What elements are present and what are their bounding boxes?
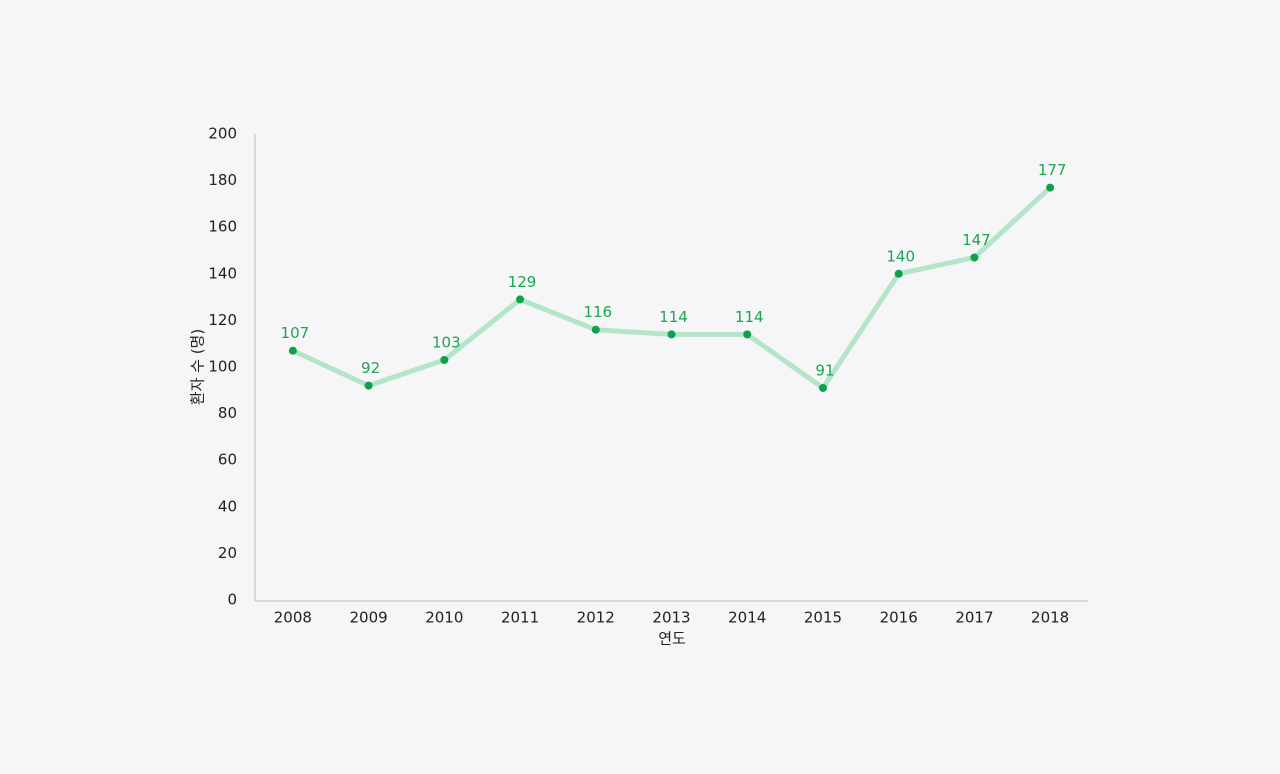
point [894,269,903,278]
data-label: 116 [583,303,612,321]
point [743,330,752,339]
y-tick-label: 40 [218,497,237,515]
x-tick-label: 2009 [349,609,387,627]
point [591,325,600,334]
x-tick-label: 2012 [577,609,615,627]
y-tick-label: 60 [218,451,237,469]
point [440,356,449,365]
y-tick-label: 200 [208,125,237,143]
x-tick-label: 2011 [501,609,539,627]
data-label: 129 [508,273,537,291]
x-tick-label: 2014 [728,609,766,627]
data-label: 147 [962,231,991,249]
point [516,295,525,304]
y-tick-label: 120 [208,311,237,329]
data-label: 103 [432,334,461,352]
data-label: 92 [361,359,380,377]
x-tick-label: 2018 [1031,609,1069,627]
point [1046,183,1055,192]
x-tick-label: 2015 [804,609,842,627]
data-label: 91 [815,361,834,379]
y-tick-label: 100 [208,358,237,376]
x-tick-label: 2013 [652,609,690,627]
y-tick-label: 20 [218,544,237,562]
point [667,330,676,339]
x-tick-label: 2010 [425,609,463,627]
data-label: 114 [735,308,764,326]
x-axis-label: 연도 [658,630,686,648]
y-axis-label: 환자 수 (명) [189,329,207,405]
point [818,383,827,392]
y-tick-label: 180 [208,171,237,189]
point [364,381,373,390]
data-label: 114 [659,308,688,326]
x-tick-label: 2008 [274,609,312,627]
point [288,346,297,355]
y-tick-label: 80 [218,404,237,422]
point [970,253,979,262]
x-tick-label: 2017 [955,609,993,627]
x-tick-label: 2016 [880,609,918,627]
y-tick-label: 140 [208,264,237,282]
data-label: 107 [281,324,310,342]
data-label: 140 [886,247,915,265]
y-tick-label: 0 [227,591,237,609]
y-tick-label: 160 [208,218,237,236]
data-label: 177 [1038,161,1067,179]
